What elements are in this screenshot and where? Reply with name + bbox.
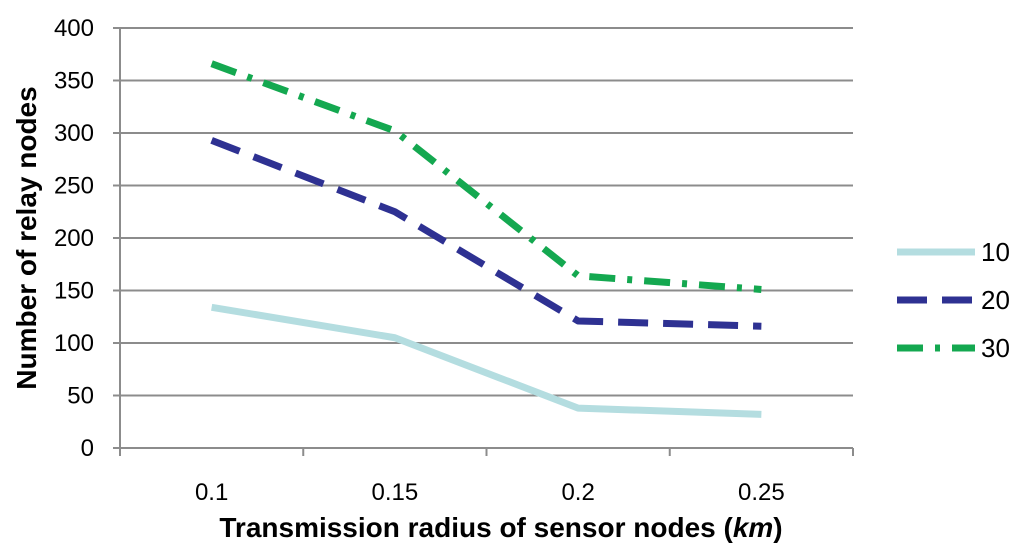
y-tick-label: 150 [54, 278, 94, 305]
y-tick-label: 0 [81, 435, 94, 462]
y-tick-label: 400 [54, 15, 94, 42]
y-tick-label: 250 [54, 173, 94, 200]
y-tick-label: 50 [67, 383, 94, 410]
x-axis-title: Transmission radius of sensor nodes (km) [219, 512, 782, 543]
y-axis-title: Number of relay nodes [11, 86, 42, 389]
legend-label-10: 10 [981, 237, 1010, 267]
y-axis-ticks: 0 50 100 150 200 250 300 350 400 [54, 15, 121, 462]
x-axis: 0.1 0.15 0.2 0.25 [119, 447, 854, 506]
legend: 10 20 30 [897, 237, 1010, 363]
legend-label-20: 20 [981, 285, 1010, 315]
series-line-30 [210, 60, 762, 293]
x-tick-label: 0.1 [195, 479, 228, 506]
series-line-20 [210, 137, 762, 330]
series-lines [210, 60, 762, 418]
y-tick-label: 300 [54, 120, 94, 147]
x-tick-label: 0.2 [561, 479, 594, 506]
gridlines [120, 27, 853, 397]
y-tick-label: 200 [54, 225, 94, 252]
y-tick-label: 100 [54, 330, 94, 357]
legend-label-30: 30 [981, 333, 1010, 363]
y-tick-label: 350 [54, 68, 94, 95]
series-line-10 [211, 303, 762, 418]
x-tick-label: 0.25 [738, 479, 785, 506]
x-tick-label: 0.15 [372, 479, 419, 506]
